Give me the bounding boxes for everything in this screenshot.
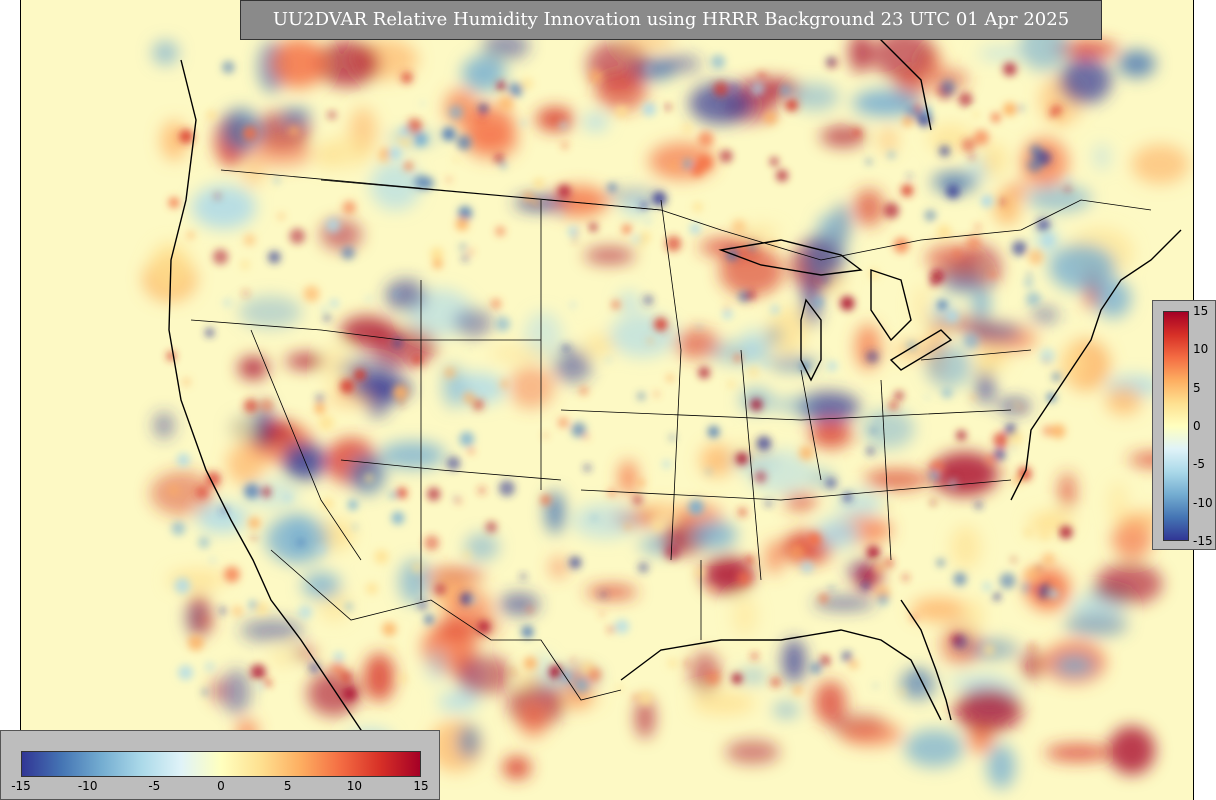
innovation-fine-detail — [166, 54, 1073, 706]
map-canvas — [20, 0, 1194, 800]
horizontal-colorbar-panel: -15 -10 -5 0 5 10 15 — [0, 730, 440, 800]
humidity-field-map — [143, 0, 1190, 789]
horizontal-colorbar-ticks: -15 -10 -5 0 5 10 15 — [11, 779, 428, 797]
country-border — [220, 169, 1152, 701]
great-lakes-michigan — [800, 298, 822, 382]
west-coast — [168, 59, 382, 761]
vbar-tick-label: 0 — [1193, 419, 1201, 433]
east-coast — [1010, 229, 1182, 501]
great-lakes-erie — [889, 329, 953, 371]
hbar-tick-label: -15 — [11, 779, 31, 793]
great-lakes-huron — [870, 269, 912, 342]
vertical-colorbar-panel: 15 10 5 0 -5 -10 -15 — [1152, 300, 1216, 550]
vertical-colorbar — [1163, 311, 1189, 541]
vbar-tick-label: 15 — [1193, 304, 1209, 318]
hbar-tick-label: 0 — [217, 779, 225, 793]
hbar-tick-label: 10 — [346, 779, 362, 793]
vertical-colorbar-ticks: 15 10 5 0 -5 -10 -15 — [1193, 304, 1216, 548]
vbar-tick-label: -10 — [1193, 495, 1213, 510]
vbar-tick-label: 5 — [1193, 380, 1201, 395]
gulf-coast — [620, 629, 942, 721]
hbar-tick-label: 5 — [283, 779, 292, 793]
hbar-tick-label: 15 — [413, 779, 429, 793]
vbar-tick-label: -15 — [1193, 534, 1213, 548]
horizontal-colorbar — [21, 751, 421, 777]
florida — [900, 599, 952, 721]
map-title: UU2DVAR Relative Humidity Innovation usi… — [240, 0, 1102, 40]
vbar-tick-label: -5 — [1193, 457, 1205, 472]
innovation-field — [143, 20, 1190, 789]
vbar-tick-label: 10 — [1193, 342, 1209, 357]
hbar-tick-label: -5 — [148, 779, 161, 793]
state-borders — [190, 179, 1032, 640]
coastlines — [168, 0, 1182, 761]
hbar-tick-label: -10 — [77, 779, 98, 793]
great-lakes-superior — [718, 239, 863, 276]
